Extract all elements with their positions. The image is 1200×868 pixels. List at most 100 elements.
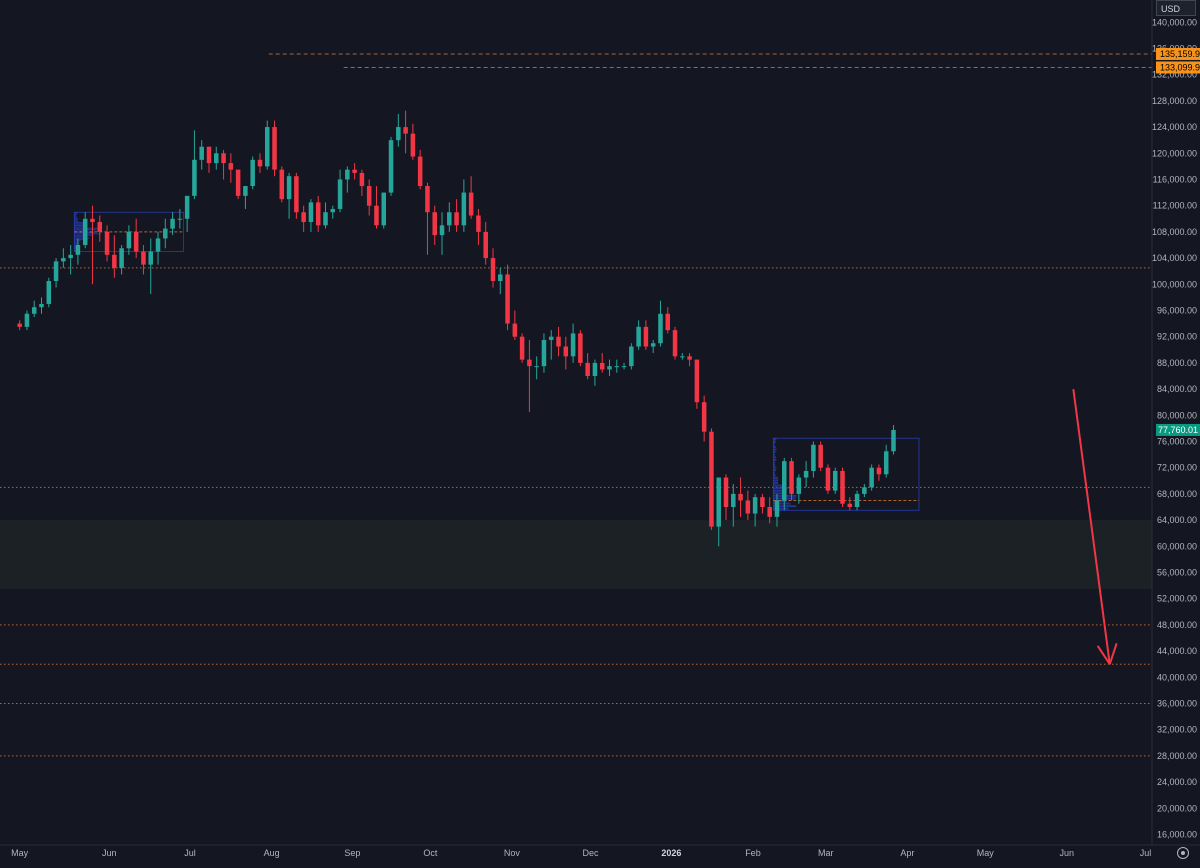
candle — [541, 333, 547, 373]
candle — [818, 441, 823, 471]
candle-body — [629, 346, 634, 367]
candle-body — [359, 172, 365, 187]
y-tick-label: 60,000.00 — [1157, 541, 1197, 551]
volume-profile-feb-bar — [773, 445, 776, 448]
candle — [752, 493, 758, 527]
volume-profile-feb-bar — [773, 469, 776, 472]
candle — [854, 490, 860, 511]
candle — [811, 441, 816, 478]
candle — [228, 153, 234, 183]
candle — [490, 248, 496, 288]
candle — [599, 353, 605, 373]
y-tick-label: 48,000.00 — [1157, 620, 1197, 630]
y-tick-label: 28,000.00 — [1157, 751, 1197, 761]
volume-profile-feb-bar — [773, 451, 776, 454]
candle-body — [796, 477, 802, 494]
candle-body — [883, 451, 889, 475]
y-tick-label: 124,000.00 — [1152, 122, 1197, 132]
candle-body — [774, 500, 780, 517]
candle-body — [264, 127, 270, 167]
candle-body — [133, 231, 139, 252]
candle — [774, 493, 780, 527]
candle — [133, 218, 139, 259]
y-tick-label: 92,000.00 — [1157, 332, 1197, 342]
candle-body — [854, 493, 860, 507]
candle — [476, 208, 481, 245]
x-tick-label: Jul — [1140, 848, 1152, 858]
candle-body — [184, 195, 190, 219]
candle — [221, 150, 226, 180]
volume-profile-jun-bar — [74, 230, 89, 232]
candle — [286, 172, 292, 219]
candle — [636, 320, 641, 350]
candle-body — [519, 336, 525, 360]
candle — [556, 326, 561, 357]
volume-profile-feb-bar — [773, 453, 775, 456]
candle-body — [643, 326, 649, 347]
candle-body — [701, 402, 707, 432]
volume-profile-feb-bar — [773, 443, 775, 446]
y-tick-label: 140,000.00 — [1152, 17, 1197, 27]
candle — [468, 176, 474, 219]
candle — [519, 333, 525, 363]
candle-body — [585, 362, 590, 376]
candle — [46, 277, 52, 308]
volume-profile-feb-bar — [773, 448, 777, 451]
candle-body — [214, 153, 219, 164]
candle — [104, 225, 110, 262]
candle — [840, 467, 845, 507]
volume-profile-feb-bar — [773, 507, 789, 510]
candle — [366, 179, 372, 216]
volume-profile-jun-bar — [74, 223, 88, 225]
x-tick-label: Aug — [264, 848, 280, 858]
candles-layer — [17, 110, 896, 547]
candle — [687, 353, 692, 367]
candle-body — [396, 127, 401, 141]
candle-body — [294, 176, 299, 213]
currency-label[interactable]: USD — [1156, 0, 1196, 16]
candle — [614, 359, 620, 373]
candle-body — [410, 133, 416, 157]
candle-body — [286, 176, 292, 200]
candle — [264, 120, 270, 170]
price-tags-layer: 135,159.90 133,099.90 77,760.01 — [1156, 47, 1200, 436]
y-tick-label: 40,000.00 — [1157, 672, 1197, 682]
volume-profile-feb-bar — [773, 440, 776, 443]
candle-body — [257, 159, 263, 167]
candle — [112, 235, 117, 278]
x-tick-label: Apr — [900, 848, 914, 858]
volume-profile-feb-bar — [773, 458, 777, 461]
volume-profile-feb-bar — [773, 471, 775, 474]
candle-body — [250, 159, 255, 187]
candle — [388, 136, 394, 196]
y-tick-label: 68,000.00 — [1157, 489, 1197, 499]
candle — [607, 359, 612, 376]
volume-profile-feb-bar — [773, 474, 776, 477]
settings-icon[interactable] — [1177, 847, 1189, 859]
candle-body — [811, 444, 816, 471]
candle-body — [599, 362, 605, 370]
volume-profile-jun-bar — [74, 250, 77, 252]
last-price-label: 77,760.01 — [1158, 425, 1198, 435]
y-tick-label: 52,000.00 — [1157, 594, 1197, 604]
candle — [177, 208, 183, 229]
candle-body — [782, 461, 787, 501]
candle-body — [279, 169, 285, 200]
candle — [323, 202, 328, 229]
candle — [330, 205, 336, 219]
candle-body — [301, 212, 306, 223]
candle-body — [876, 467, 882, 475]
alert-price-tag — [1156, 47, 1200, 60]
candle — [184, 195, 190, 232]
volume-profile-jun-bar — [74, 217, 78, 219]
candle — [24, 310, 30, 331]
volume-profile-feb-bar — [773, 438, 777, 441]
candle-body — [315, 202, 321, 226]
time-axis[interactable]: May Jun Jul Aug Sep Oct Nov Dec 2026 Feb Mar Apr May… — [11, 848, 1151, 858]
candle-body — [548, 336, 554, 340]
candle — [206, 146, 212, 173]
candle-body — [818, 444, 823, 468]
y-tick-label: 104,000.00 — [1152, 253, 1197, 263]
volume-profile-jun-bar — [74, 237, 90, 239]
